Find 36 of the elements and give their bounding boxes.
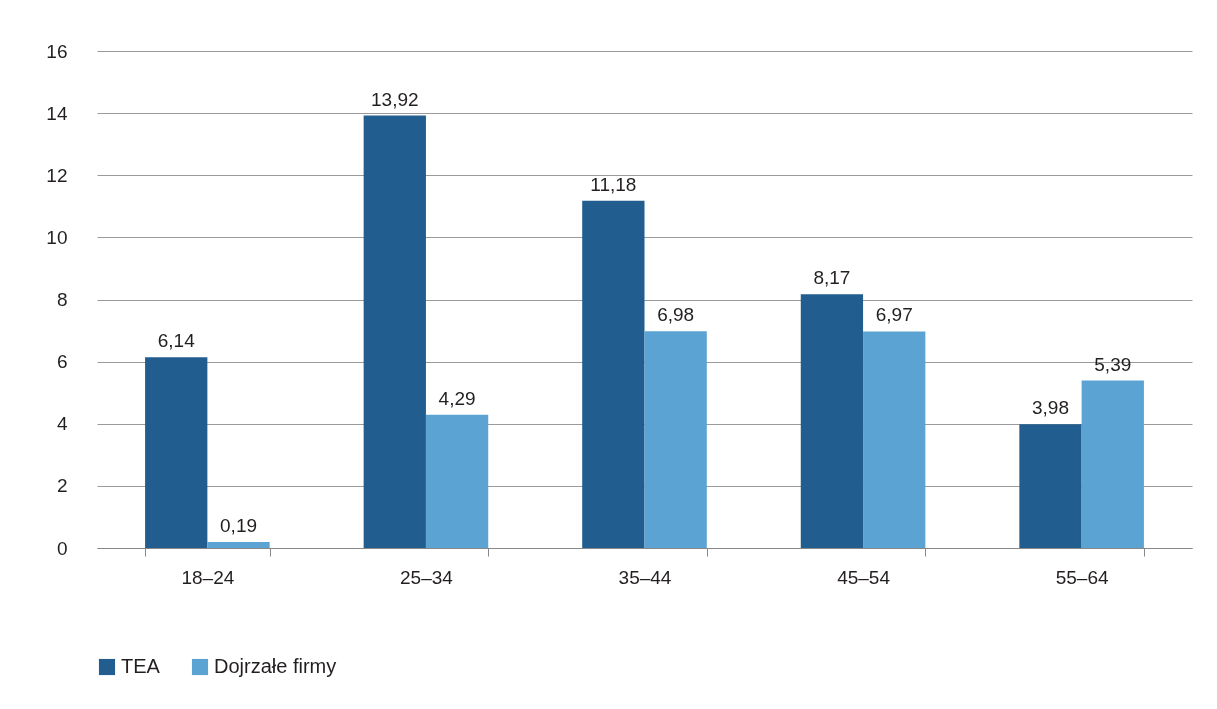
bar xyxy=(425,414,489,548)
data-label: 0,19 xyxy=(220,515,258,537)
bar xyxy=(145,357,208,548)
data-label: 13,92 xyxy=(371,88,419,110)
data-label: 4,29 xyxy=(438,387,476,409)
data-label: 8,17 xyxy=(813,267,851,289)
legend-label: Dojrzałe firmy xyxy=(214,655,337,677)
x-tick-label: 18–24 xyxy=(181,566,235,588)
bar xyxy=(863,331,926,548)
data-label: 11,18 xyxy=(590,173,637,195)
y-tick-label: 6 xyxy=(56,351,68,373)
y-tick-label: 8 xyxy=(56,289,68,310)
data-label: 6,14 xyxy=(157,330,196,352)
bar xyxy=(800,294,864,548)
bar xyxy=(207,542,270,548)
x-tick-label: 45–54 xyxy=(837,566,891,588)
x-tick-label: 55–64 xyxy=(1055,566,1109,588)
data-label: 3,98 xyxy=(1031,397,1069,419)
x-tick-label: 35–44 xyxy=(618,566,672,588)
legend-label: TEA xyxy=(121,655,161,677)
bar xyxy=(1019,424,1082,548)
bar xyxy=(644,331,707,548)
y-tick-label: 2 xyxy=(56,475,68,497)
data-label: 6,97 xyxy=(875,304,913,326)
y-tick-label: 4 xyxy=(56,413,68,435)
y-tick-label: 0 xyxy=(56,537,68,559)
data-label: 6,98 xyxy=(657,304,695,326)
y-tick-label: 14 xyxy=(46,102,68,124)
y-tick-label: 16 xyxy=(46,40,68,62)
bar xyxy=(1081,380,1144,548)
y-tick-label: 12 xyxy=(46,164,68,186)
x-tick-label: 25–34 xyxy=(400,566,454,588)
y-tick-label: 10 xyxy=(46,226,68,248)
bar xyxy=(582,200,645,548)
data-label: 5,39 xyxy=(1094,353,1132,375)
bar xyxy=(363,115,426,548)
